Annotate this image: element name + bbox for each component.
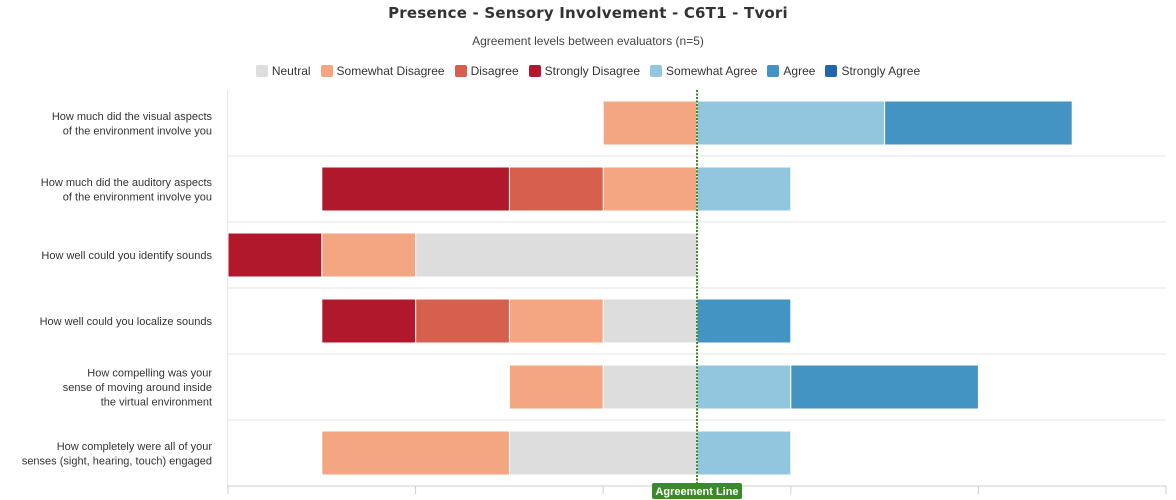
legend-label: Strongly Agree — [841, 64, 921, 78]
bar-neutral-row-3[interactable] — [415, 232, 698, 278]
legend-label: Disagree — [470, 64, 519, 78]
bar-somewhat-disagree-row-4[interactable] — [508, 298, 604, 344]
legend-item-somewhat-agree[interactable]: Somewhat Agree — [650, 64, 757, 78]
legend-item-disagree[interactable]: Disagree — [454, 64, 519, 78]
category-label: How compelling was your sense of moving a… — [63, 368, 213, 409]
category-label: How much did the visual aspects of the en… — [52, 111, 213, 138]
bar-somewhat-disagree-row-3[interactable] — [321, 232, 417, 278]
bar-neutral-row-6[interactable] — [508, 430, 698, 476]
legend-item-strongly-disagree[interactable]: Strongly Disagree — [528, 64, 641, 78]
agreement-line-label: Agreement Line — [655, 486, 738, 498]
bar-agree-row-4[interactable] — [696, 298, 792, 344]
bar-somewhat-disagree-row-5[interactable] — [508, 364, 604, 410]
category-label: How much did the auditory aspects of the … — [41, 177, 213, 204]
bar-somewhat-disagree-row-2[interactable] — [602, 166, 698, 212]
bar-somewhat-agree-row-2[interactable] — [696, 166, 792, 212]
legend-label: Somewhat Agree — [666, 64, 758, 78]
bar-neutral-row-5[interactable] — [602, 364, 698, 410]
legend-label: Agree — [783, 64, 816, 78]
legend-item-neutral[interactable]: Neutral — [255, 64, 311, 78]
agreement-line-label-bg — [652, 483, 742, 499]
category-label: How completely were all of your senses (s… — [22, 441, 213, 468]
chart-title: Presence - Sensory Involvement - C6T1 - … — [388, 4, 788, 22]
legend-item-strongly-agree[interactable]: Strongly Agree — [825, 64, 920, 78]
bar-neutral-row-4[interactable] — [602, 298, 698, 344]
bar-strongly-disagree-row-2[interactable] — [321, 166, 510, 212]
legend-item-agree[interactable]: Agree — [767, 64, 815, 78]
legend: Neutral Somewhat Disagree Disagree Strongly… — [0, 62, 1176, 80]
bar-strongly-disagree-row-3[interactable] — [227, 232, 323, 278]
legend-label: Neutral — [271, 64, 311, 78]
bar-strongly-disagree-row-4[interactable] — [321, 298, 417, 344]
bar-agree-row-5[interactable] — [790, 364, 979, 410]
legend-item-somewhat-disagree[interactable]: Somewhat Disagree — [320, 64, 445, 78]
legend-swatch — [767, 65, 780, 77]
legend-swatch — [528, 65, 541, 77]
bar-somewhat-agree-row-1[interactable] — [696, 100, 886, 146]
legend-swatch — [650, 65, 663, 77]
bar-somewhat-agree-row-5[interactable] — [696, 364, 792, 410]
bar-disagree-row-2[interactable] — [508, 166, 604, 212]
legend-label: Strongly Disagree — [544, 64, 641, 78]
legend-swatch — [454, 65, 467, 77]
legend-swatch — [320, 65, 333, 77]
chart-subtitle: Agreement levels between evaluators (n=5… — [472, 34, 704, 48]
legend-swatch — [825, 65, 838, 77]
bar-disagree-row-4[interactable] — [415, 298, 510, 344]
bar-somewhat-agree-row-6[interactable] — [696, 430, 792, 476]
bar-agree-row-1[interactable] — [884, 100, 1073, 146]
legend-swatch — [255, 65, 268, 77]
category-label: How well could you localize sounds — [40, 316, 213, 328]
legend-label: Somewhat Disagree — [336, 64, 445, 78]
bar-somewhat-disagree-row-6[interactable] — [321, 430, 510, 476]
category-label: How well could you identify sounds — [41, 250, 212, 262]
bar-somewhat-disagree-row-1[interactable] — [602, 100, 698, 146]
